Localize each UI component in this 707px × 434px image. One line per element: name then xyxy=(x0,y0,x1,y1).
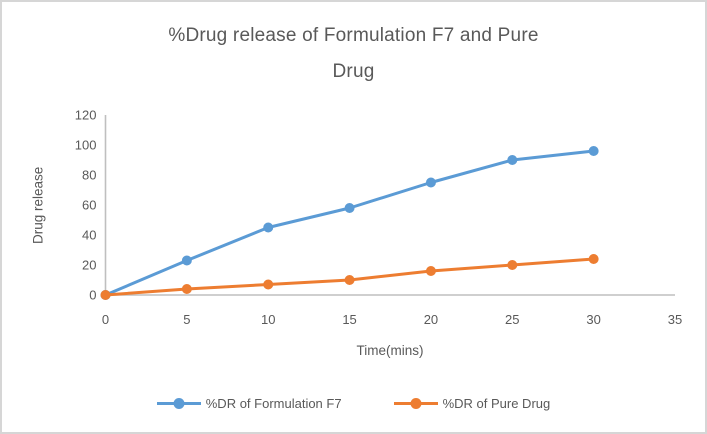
legend-item-formulation-f7: %DR of Formulation F7 xyxy=(156,396,342,411)
chart-legend: %DR of Formulation F7 %DR of Pure Drug xyxy=(2,396,705,411)
svg-text:100: 100 xyxy=(75,138,97,153)
svg-text:25: 25 xyxy=(505,312,519,327)
legend-item-pure-drug: %DR of Pure Drug xyxy=(393,396,551,411)
svg-text:0: 0 xyxy=(89,288,96,303)
legend-line-marker-icon xyxy=(156,398,201,409)
chart-title-line1: %Drug release of Formulation F7 and Pure xyxy=(168,25,539,46)
svg-text:35: 35 xyxy=(668,312,682,327)
svg-text:60: 60 xyxy=(82,198,96,213)
chart-title-line2: Drug xyxy=(332,61,375,82)
svg-text:20: 20 xyxy=(82,258,96,273)
svg-text:0: 0 xyxy=(102,312,109,327)
chart-title: %Drug release of Formulation F7 and Pure… xyxy=(2,18,705,90)
legend-label-formulation-f7: %DR of Formulation F7 xyxy=(205,396,342,411)
svg-text:20: 20 xyxy=(424,312,438,327)
x-axis-title: Time(mins) xyxy=(356,343,424,358)
legend-label-pure-drug: %DR of Pure Drug xyxy=(442,396,551,411)
svg-text:5: 5 xyxy=(183,312,190,327)
svg-text:10: 10 xyxy=(261,312,275,327)
svg-text:40: 40 xyxy=(82,228,96,243)
svg-text:80: 80 xyxy=(82,168,96,183)
svg-text:15: 15 xyxy=(342,312,356,327)
legend-line-marker-icon xyxy=(393,398,438,409)
svg-text:120: 120 xyxy=(75,108,97,123)
svg-text:30: 30 xyxy=(586,312,600,327)
